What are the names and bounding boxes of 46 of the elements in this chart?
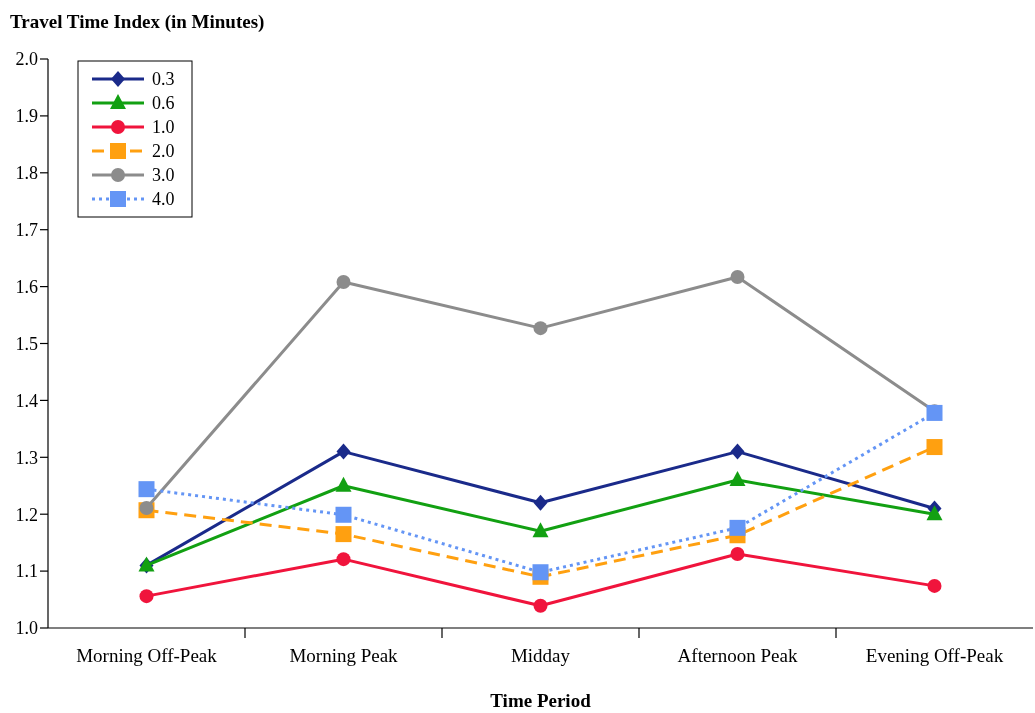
point bbox=[533, 494, 548, 511]
x-tick-label: Morning Off-Peak bbox=[76, 645, 218, 666]
point bbox=[927, 578, 942, 593]
point bbox=[533, 598, 548, 613]
point bbox=[335, 526, 352, 543]
y-tick-label: 1.6 bbox=[15, 276, 38, 297]
y-tick-label: 1.8 bbox=[15, 163, 38, 184]
y-tick-label: 1.9 bbox=[15, 106, 38, 127]
point bbox=[335, 476, 352, 492]
y-tick-label: 1.0 bbox=[15, 618, 38, 639]
legend-label: 4.0 bbox=[152, 189, 175, 210]
point bbox=[729, 471, 746, 487]
point bbox=[533, 321, 548, 336]
x-axis-title: Time Period bbox=[490, 690, 592, 711]
point bbox=[335, 506, 352, 523]
x-tick-label: Afternoon Peak bbox=[677, 645, 798, 666]
chart-title: Travel Time Index (in Minutes) bbox=[10, 11, 265, 33]
legend-label: 3.0 bbox=[152, 165, 175, 186]
y-tick-label: 1.5 bbox=[15, 333, 38, 354]
point bbox=[730, 443, 745, 460]
point bbox=[730, 547, 745, 562]
y-tick-label: 2.0 bbox=[15, 49, 38, 70]
y-tick-label: 1.4 bbox=[15, 390, 38, 411]
point bbox=[729, 519, 746, 536]
y-tick-label: 1.2 bbox=[15, 504, 38, 525]
y-tick-label: 1.3 bbox=[15, 447, 38, 468]
point bbox=[532, 522, 549, 538]
point bbox=[139, 589, 154, 604]
x-tick-label: Morning Peak bbox=[289, 645, 399, 666]
y-tick-label: 1.7 bbox=[15, 220, 38, 240]
point bbox=[730, 269, 745, 284]
x-tick-label: Evening Off-Peak bbox=[865, 645, 1004, 666]
point bbox=[532, 564, 549, 581]
legend-label: 0.3 bbox=[152, 69, 175, 90]
point bbox=[138, 481, 155, 498]
point bbox=[336, 275, 351, 290]
x-tick-label: Midday bbox=[510, 645, 571, 666]
point bbox=[139, 500, 154, 515]
point bbox=[336, 443, 351, 460]
point bbox=[926, 505, 943, 521]
legend-label: 0.6 bbox=[152, 93, 175, 114]
legend-label: 1.0 bbox=[152, 117, 175, 138]
point bbox=[926, 439, 943, 456]
y-tick-label: 1.1 bbox=[15, 561, 38, 582]
legend-label: 2.0 bbox=[152, 141, 175, 162]
point bbox=[336, 552, 351, 567]
